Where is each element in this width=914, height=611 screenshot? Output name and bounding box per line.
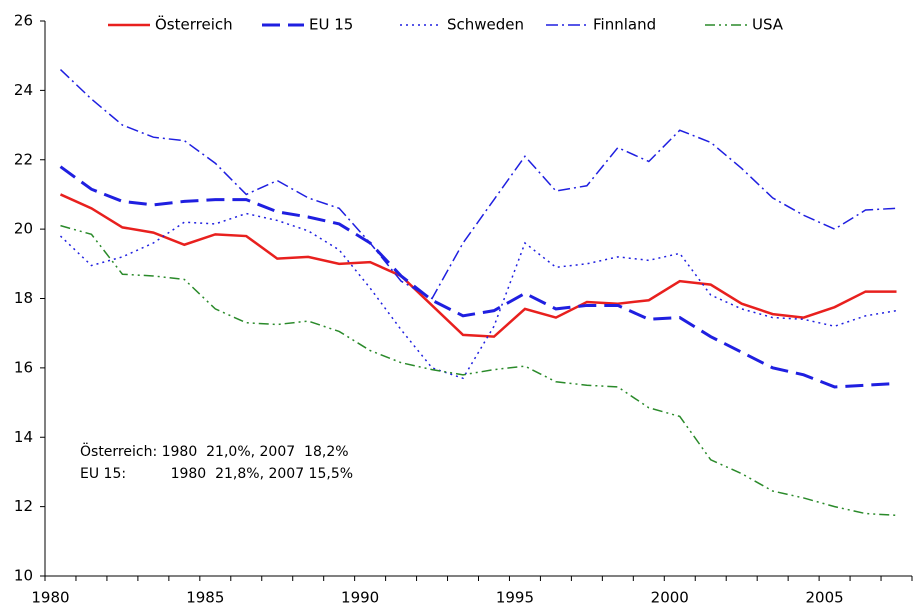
- series-line: [59, 193, 897, 338]
- y-tick-label: 18: [14, 289, 33, 307]
- series-line: [59, 69, 897, 300]
- y-tick-label: 24: [14, 81, 33, 99]
- y-tick-label: 16: [14, 358, 33, 376]
- x-tick-label: 1980: [31, 589, 69, 607]
- y-tick-label: 20: [14, 220, 33, 238]
- y-tick-label: 12: [14, 497, 33, 515]
- legend-label: Österreich: [155, 15, 233, 34]
- series-line: [59, 212, 897, 380]
- x-tick-label: 1985: [186, 589, 224, 607]
- legend-label: EU 15: [309, 16, 353, 34]
- series-line: [59, 165, 897, 389]
- x-tick-label: 2000: [651, 589, 689, 607]
- y-tick-label: 14: [14, 428, 33, 446]
- legend-label: USA: [752, 16, 784, 34]
- x-tick-label: 1990: [341, 589, 379, 607]
- x-tick-label: 2005: [805, 589, 843, 607]
- annotation: Österreich: 1980 21,0%, 2007 18,2%: [80, 442, 349, 460]
- annotation: EU 15: 1980 21,8%, 2007 15,5%: [80, 466, 353, 482]
- y-tick-label: 22: [14, 150, 33, 168]
- series-line: [60, 224, 897, 517]
- y-tick-label: 26: [14, 12, 33, 30]
- x-tick-label: 1995: [496, 589, 534, 607]
- legend-label: Finnland: [593, 16, 656, 34]
- legend-label: Schweden: [447, 16, 524, 34]
- y-tick-label: 10: [14, 567, 33, 585]
